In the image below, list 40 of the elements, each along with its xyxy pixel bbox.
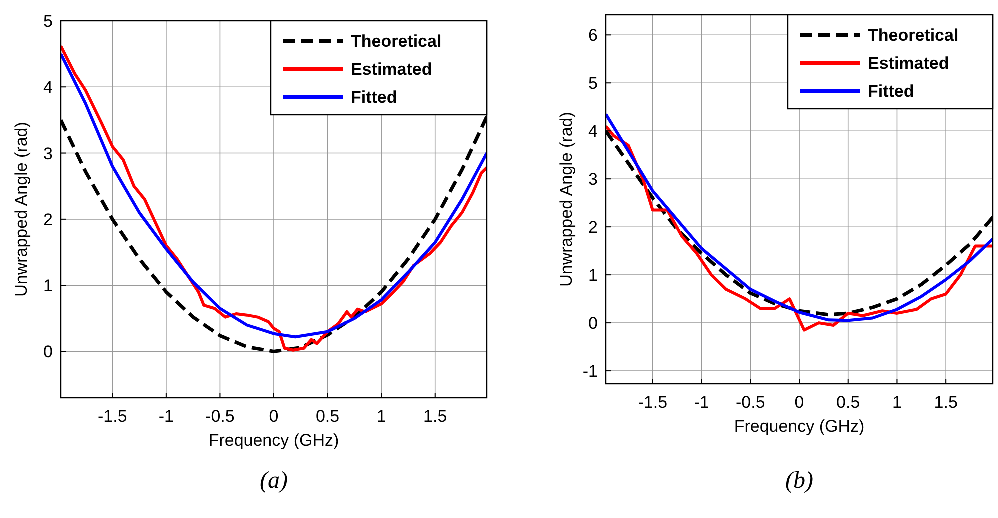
legend-label: Fitted <box>351 88 398 107</box>
x-tick-label: 0.5 <box>836 393 860 412</box>
x-tick-label: -0.5 <box>206 407 235 426</box>
x-tick-label: 0 <box>794 393 804 412</box>
legend-label: Fitted <box>868 82 914 101</box>
y-axis-title: Unwrapped Angle (rad) <box>12 122 31 297</box>
y-tick-label: 2 <box>44 210 53 230</box>
y-tick-label: 3 <box>588 170 598 190</box>
x-tick-label: -1.5 <box>98 407 128 426</box>
x-tick-label: 0 <box>269 407 279 426</box>
y-tick-label: 6 <box>588 26 598 46</box>
legend-label: Theoretical <box>868 26 959 45</box>
x-tick-label: 1.5 <box>424 407 448 426</box>
y-tick-label: 4 <box>44 78 53 98</box>
x-tick-label: 1 <box>892 393 902 412</box>
y-axis-title: Unwrapped Angle (rad) <box>557 112 576 287</box>
text: (a) <box>260 468 288 494</box>
x-axis-title: Frequency (GHz) <box>208 431 340 450</box>
y-tick-label: 2 <box>588 218 598 238</box>
y-tick-label: 5 <box>44 12 53 31</box>
legend-label: Estimated <box>351 60 432 79</box>
y-tick-label: 0 <box>44 342 53 362</box>
x-tick-label: -1 <box>158 407 174 426</box>
y-tick-label: 3 <box>44 144 53 164</box>
x-tick-label: -1 <box>694 393 710 412</box>
y-tick-label: 4 <box>588 122 598 142</box>
y-tick-label: 0 <box>588 314 598 334</box>
x-tick-label: 0.5 <box>316 407 340 426</box>
text: (b) <box>786 468 814 494</box>
legend-label: Theoretical <box>351 32 442 51</box>
x-tick-label: 1 <box>376 407 386 426</box>
legend-label: Estimated <box>868 54 950 73</box>
x-tick-label: 1.5 <box>934 393 958 412</box>
y-tick-label: -1 <box>582 362 598 382</box>
y-tick-label: 1 <box>44 276 53 296</box>
x-tick-label: -0.5 <box>736 393 766 412</box>
x-axis-title: Frequency (GHz) <box>734 417 865 436</box>
y-tick-label: 1 <box>588 266 598 286</box>
x-tick-label: -1.5 <box>638 393 668 412</box>
y-tick-label: 5 <box>588 74 598 94</box>
